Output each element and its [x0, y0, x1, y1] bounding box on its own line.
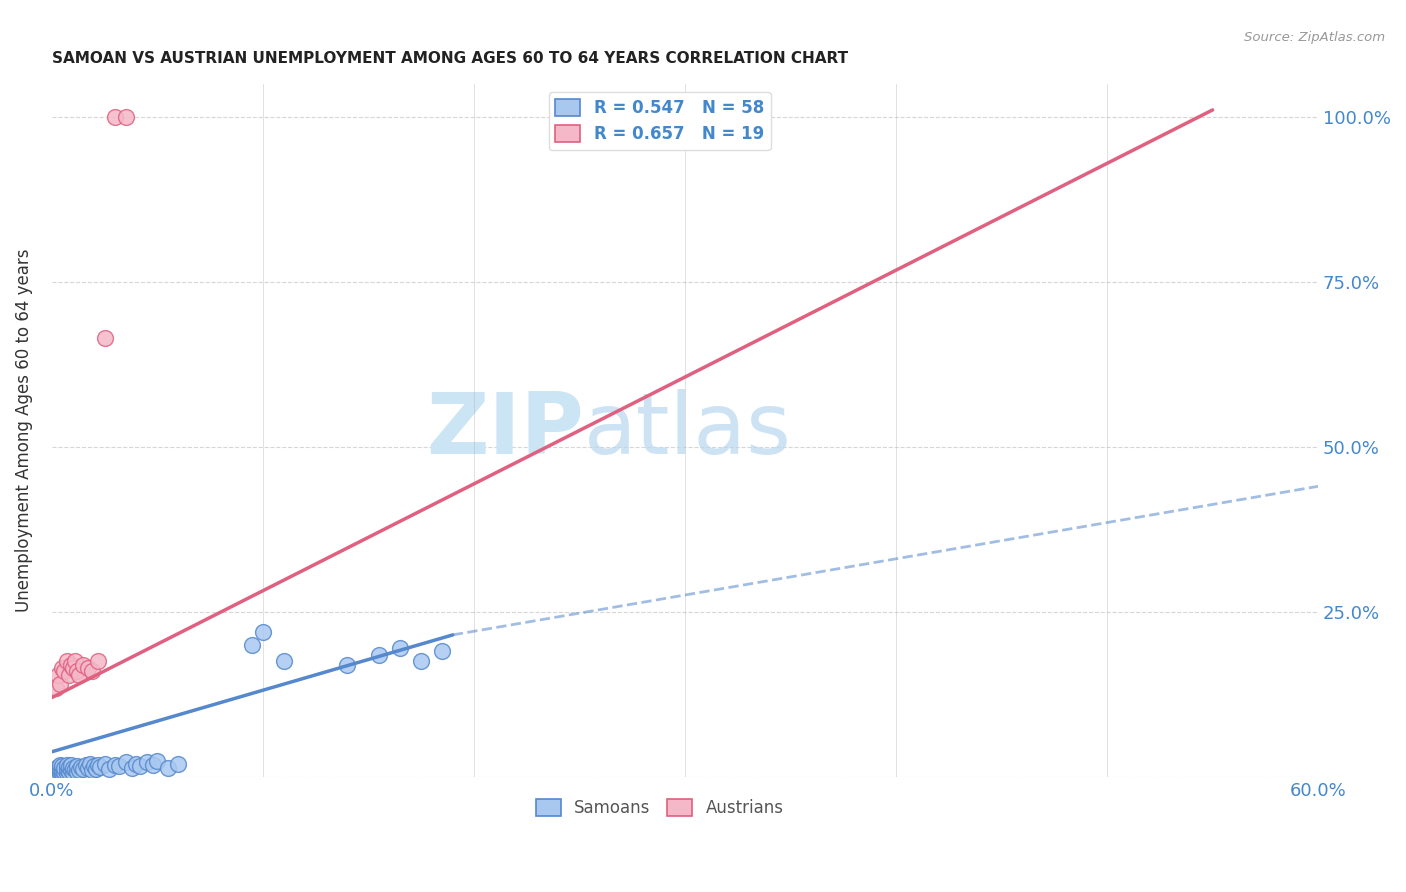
Point — [129, 759, 152, 773]
Point — [63, 654, 86, 668]
Point — [70, 760, 93, 774]
Point — [66, 664, 89, 678]
Point — [49, 762, 72, 776]
Point — [62, 661, 84, 675]
Point — [93, 756, 115, 771]
Point — [142, 758, 165, 772]
Point — [135, 756, 157, 770]
Point — [114, 756, 136, 770]
Point — [75, 758, 97, 772]
Point — [146, 754, 169, 768]
Point — [53, 664, 76, 678]
Point — [83, 759, 105, 773]
Point — [53, 764, 76, 779]
Point — [62, 765, 84, 780]
Point — [66, 759, 89, 773]
Point — [367, 648, 389, 662]
Point — [51, 764, 73, 778]
Point — [46, 760, 69, 774]
Point — [80, 764, 103, 778]
Point — [51, 661, 73, 675]
Point — [167, 756, 190, 771]
Point — [55, 762, 77, 776]
Point — [87, 654, 110, 668]
Point — [104, 110, 127, 124]
Point — [87, 758, 110, 772]
Text: ZIP: ZIP — [426, 389, 583, 472]
Point — [55, 765, 77, 780]
Point — [49, 764, 72, 779]
Point — [53, 761, 76, 775]
Legend: Samoans, Austrians: Samoans, Austrians — [529, 792, 790, 824]
Point — [252, 624, 274, 639]
Text: SAMOAN VS AUSTRIAN UNEMPLOYMENT AMONG AGES 60 TO 64 YEARS CORRELATION CHART: SAMOAN VS AUSTRIAN UNEMPLOYMENT AMONG AG… — [52, 51, 848, 66]
Point — [67, 667, 90, 681]
Point — [45, 764, 67, 779]
Point — [59, 657, 82, 672]
Point — [89, 760, 111, 774]
Point — [62, 761, 84, 775]
Point — [114, 110, 136, 124]
Point — [42, 766, 65, 780]
Point — [58, 760, 80, 774]
Point — [84, 762, 107, 776]
Point — [336, 657, 359, 672]
Point — [79, 756, 101, 771]
Point — [125, 756, 148, 771]
Point — [66, 764, 89, 779]
Point — [72, 657, 94, 672]
Point — [240, 638, 263, 652]
Point — [388, 641, 411, 656]
Point — [76, 761, 98, 775]
Point — [46, 764, 69, 778]
Point — [108, 759, 131, 773]
Point — [59, 758, 82, 772]
Point — [67, 764, 90, 778]
Point — [45, 762, 67, 776]
Point — [156, 761, 179, 775]
Point — [59, 764, 82, 778]
Point — [63, 762, 86, 776]
Point — [97, 762, 120, 776]
Point — [104, 758, 127, 772]
Point — [58, 764, 80, 779]
Point — [273, 654, 295, 668]
Point — [55, 654, 77, 668]
Point — [76, 661, 98, 675]
Point — [411, 654, 433, 668]
Text: Source: ZipAtlas.com: Source: ZipAtlas.com — [1244, 31, 1385, 45]
Point — [45, 681, 67, 695]
Point — [46, 766, 69, 780]
Point — [432, 644, 454, 658]
Text: atlas: atlas — [583, 389, 792, 472]
Point — [51, 765, 73, 780]
Point — [49, 758, 72, 772]
Point — [46, 667, 69, 681]
Point — [121, 761, 143, 775]
Point — [55, 758, 77, 772]
Point — [80, 664, 103, 678]
Point — [51, 759, 73, 773]
Y-axis label: Unemployment Among Ages 60 to 64 years: Unemployment Among Ages 60 to 64 years — [15, 249, 32, 612]
Point — [49, 677, 72, 691]
Point — [93, 331, 115, 345]
Point — [58, 667, 80, 681]
Point — [72, 762, 94, 776]
